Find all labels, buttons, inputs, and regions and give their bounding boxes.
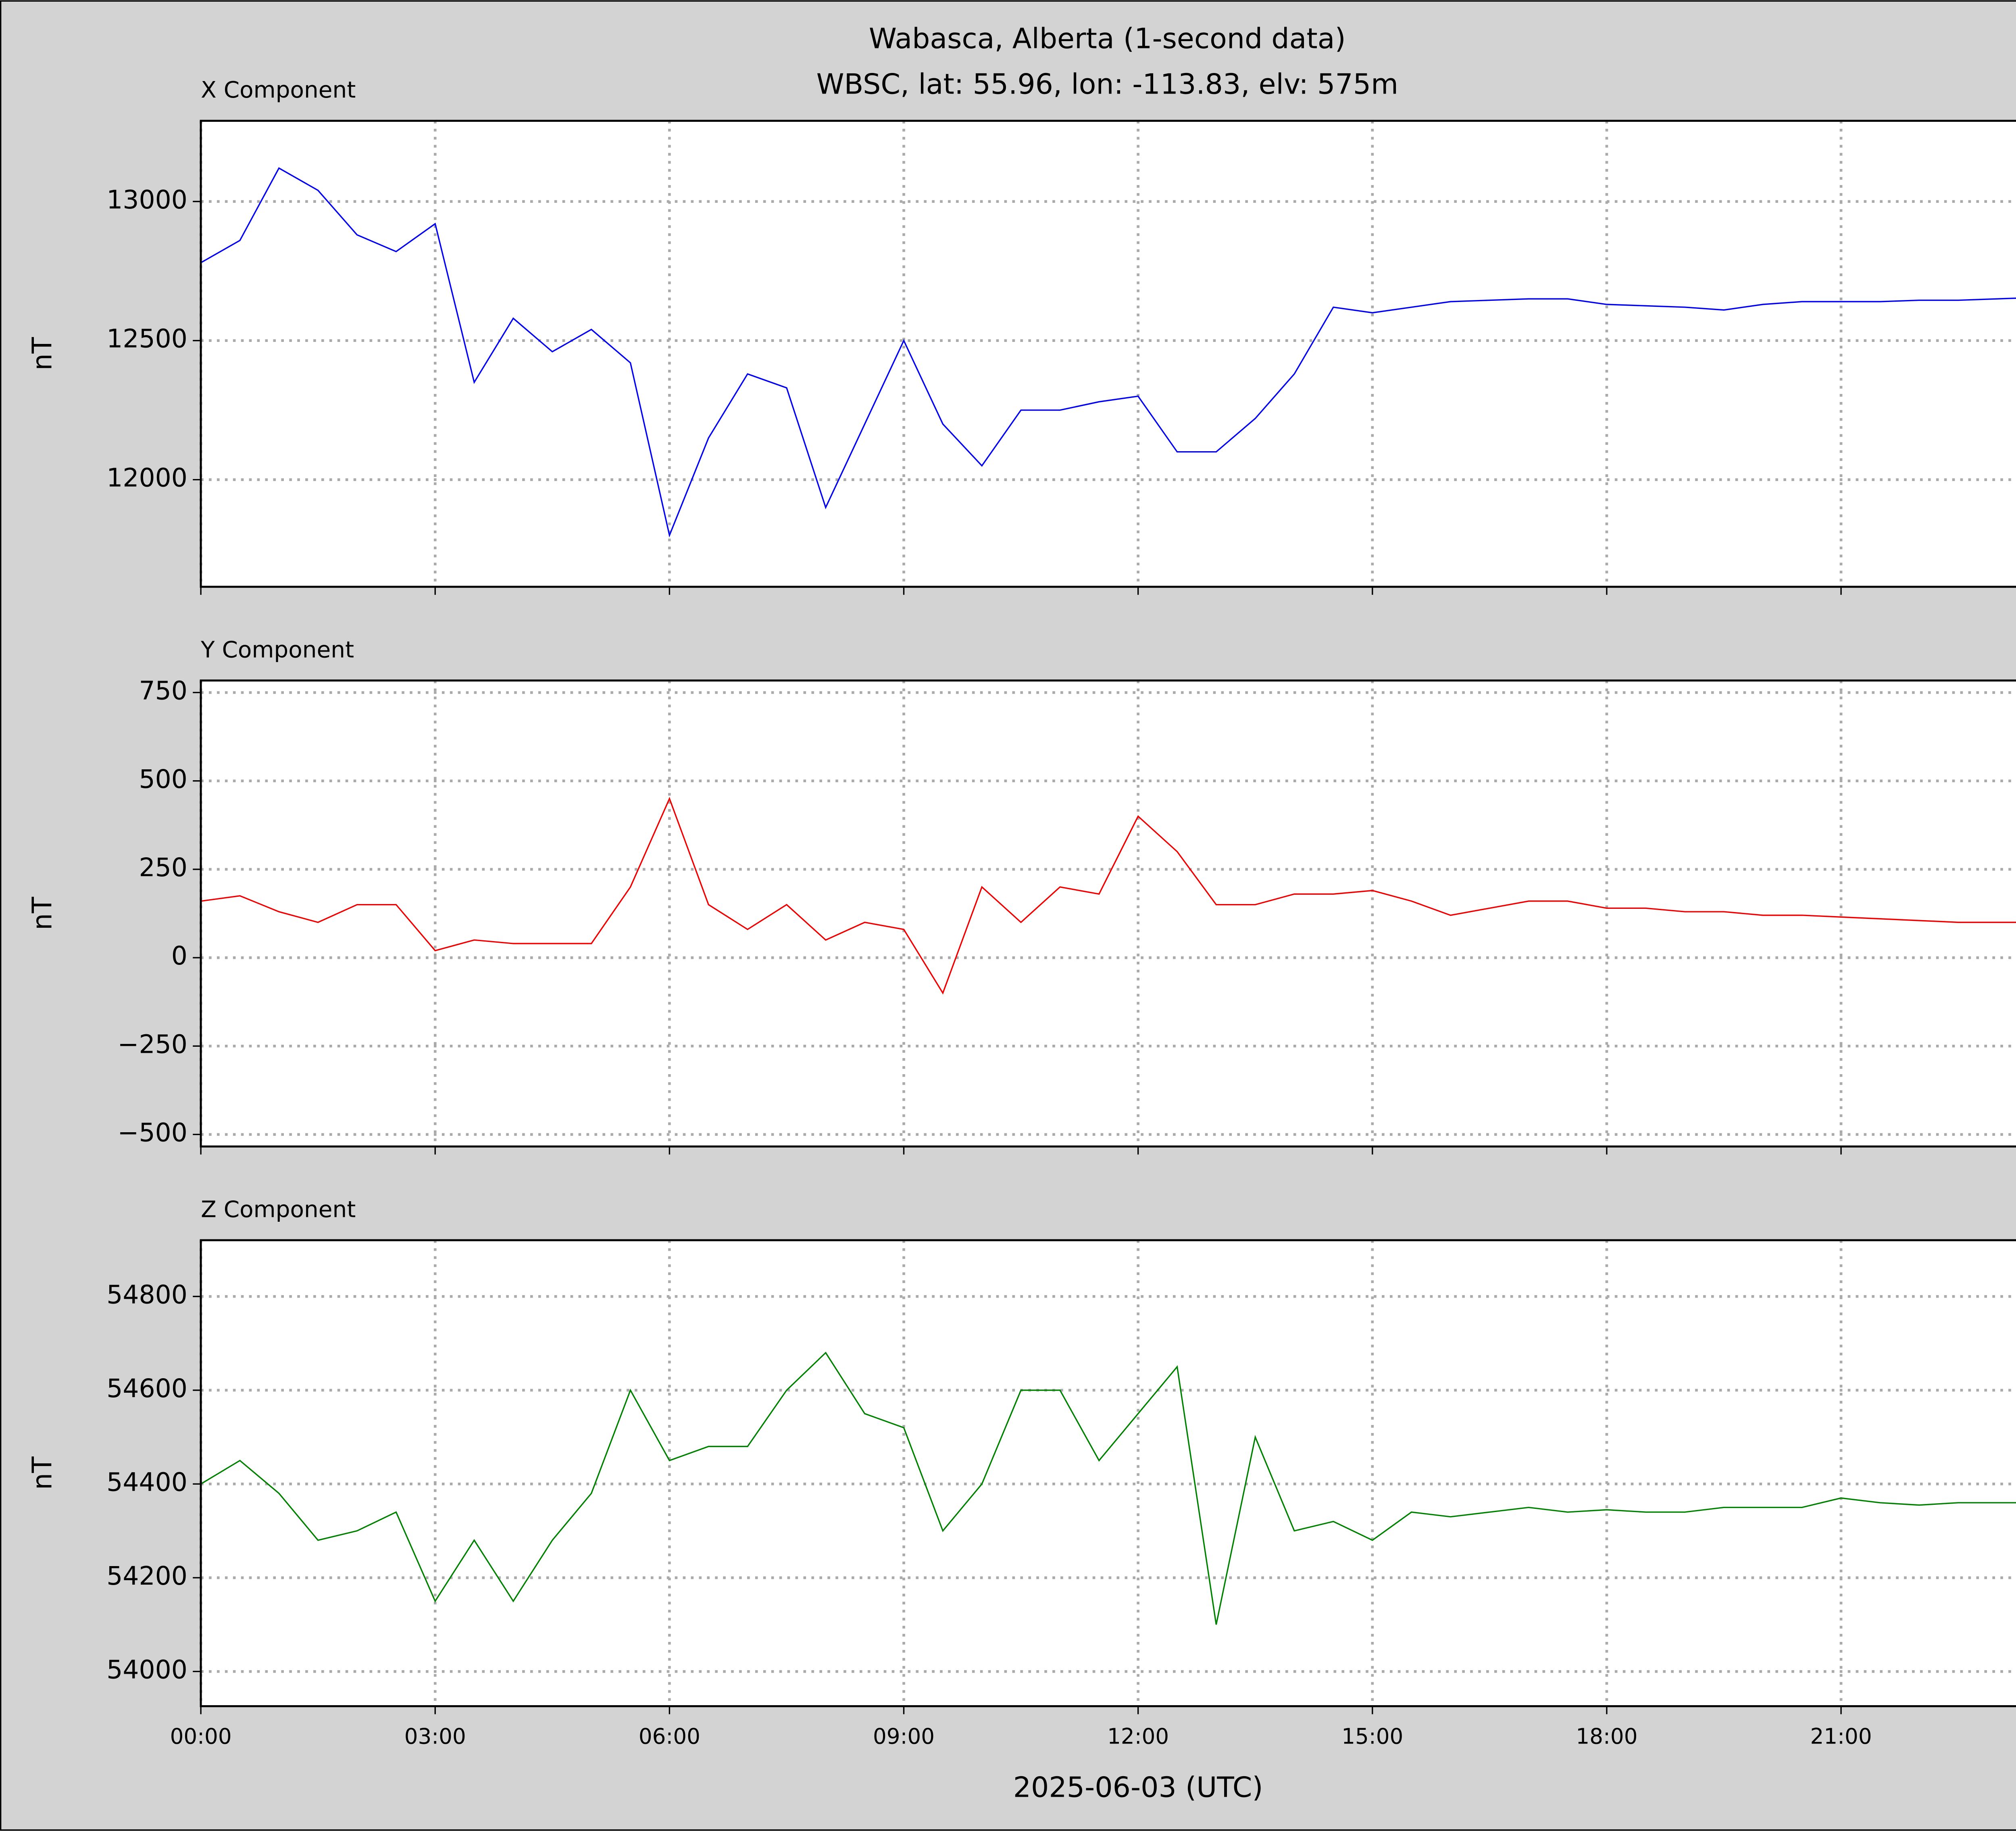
subplot-title: X Component bbox=[201, 77, 356, 103]
plot-frame bbox=[200, 1239, 2016, 1707]
y-tick-label: 250 bbox=[139, 852, 187, 882]
x-tick-label: 15:00 bbox=[1341, 1724, 1403, 1749]
y-axis-label: nT bbox=[27, 337, 58, 371]
subplot-title: Z Component bbox=[201, 1196, 356, 1223]
x-tick-label: 21:00 bbox=[1810, 1724, 1872, 1749]
x-tick-label: 03:00 bbox=[404, 1724, 466, 1749]
data-line bbox=[200, 1352, 2016, 1625]
y-tick-label: 0 bbox=[171, 941, 187, 971]
x-axis-label: 2025-06-03 (UTC) bbox=[1013, 1771, 1263, 1804]
title-line: Wabasca, Alberta (1-second data) bbox=[869, 22, 1346, 55]
plot-frame bbox=[200, 679, 2016, 1148]
y-axis-label: nT bbox=[27, 897, 58, 930]
x-tick-label: 18:00 bbox=[1576, 1724, 1637, 1749]
data-line bbox=[200, 167, 2016, 538]
plot-area bbox=[201, 680, 2016, 1147]
x-tick-label: 12:00 bbox=[1107, 1724, 1169, 1749]
y-tick-label: 12500 bbox=[106, 324, 187, 354]
y-axis-label: nT bbox=[27, 1456, 58, 1490]
subplot-title: Y Component bbox=[200, 637, 354, 663]
plot-area bbox=[201, 121, 2016, 587]
plot-frame bbox=[200, 120, 2016, 588]
title-line: WBSC, lat: 55.96, lon: -113.83, elv: 575… bbox=[816, 68, 1398, 100]
y-tick-label: 54400 bbox=[106, 1467, 187, 1497]
y-tick-label: 750 bbox=[139, 676, 187, 706]
y-tick-label: 54800 bbox=[106, 1279, 187, 1309]
x-tick-label: 09:00 bbox=[873, 1724, 935, 1749]
y-tick-label: −500 bbox=[118, 1118, 187, 1148]
data-line bbox=[200, 797, 2016, 995]
y-tick-label: −250 bbox=[118, 1029, 187, 1059]
y-tick-label: 12000 bbox=[106, 463, 187, 493]
x-tick-label: 06:00 bbox=[639, 1724, 700, 1749]
x-tick-label: 00:00 bbox=[170, 1724, 232, 1749]
y-tick-label: 13000 bbox=[106, 185, 187, 215]
y-tick-label: 500 bbox=[139, 764, 187, 794]
y-tick-label: 54600 bbox=[106, 1373, 187, 1403]
y-tick-label: 54200 bbox=[106, 1561, 187, 1591]
plot-area bbox=[201, 1240, 2016, 1706]
y-tick-label: 54000 bbox=[106, 1654, 187, 1684]
